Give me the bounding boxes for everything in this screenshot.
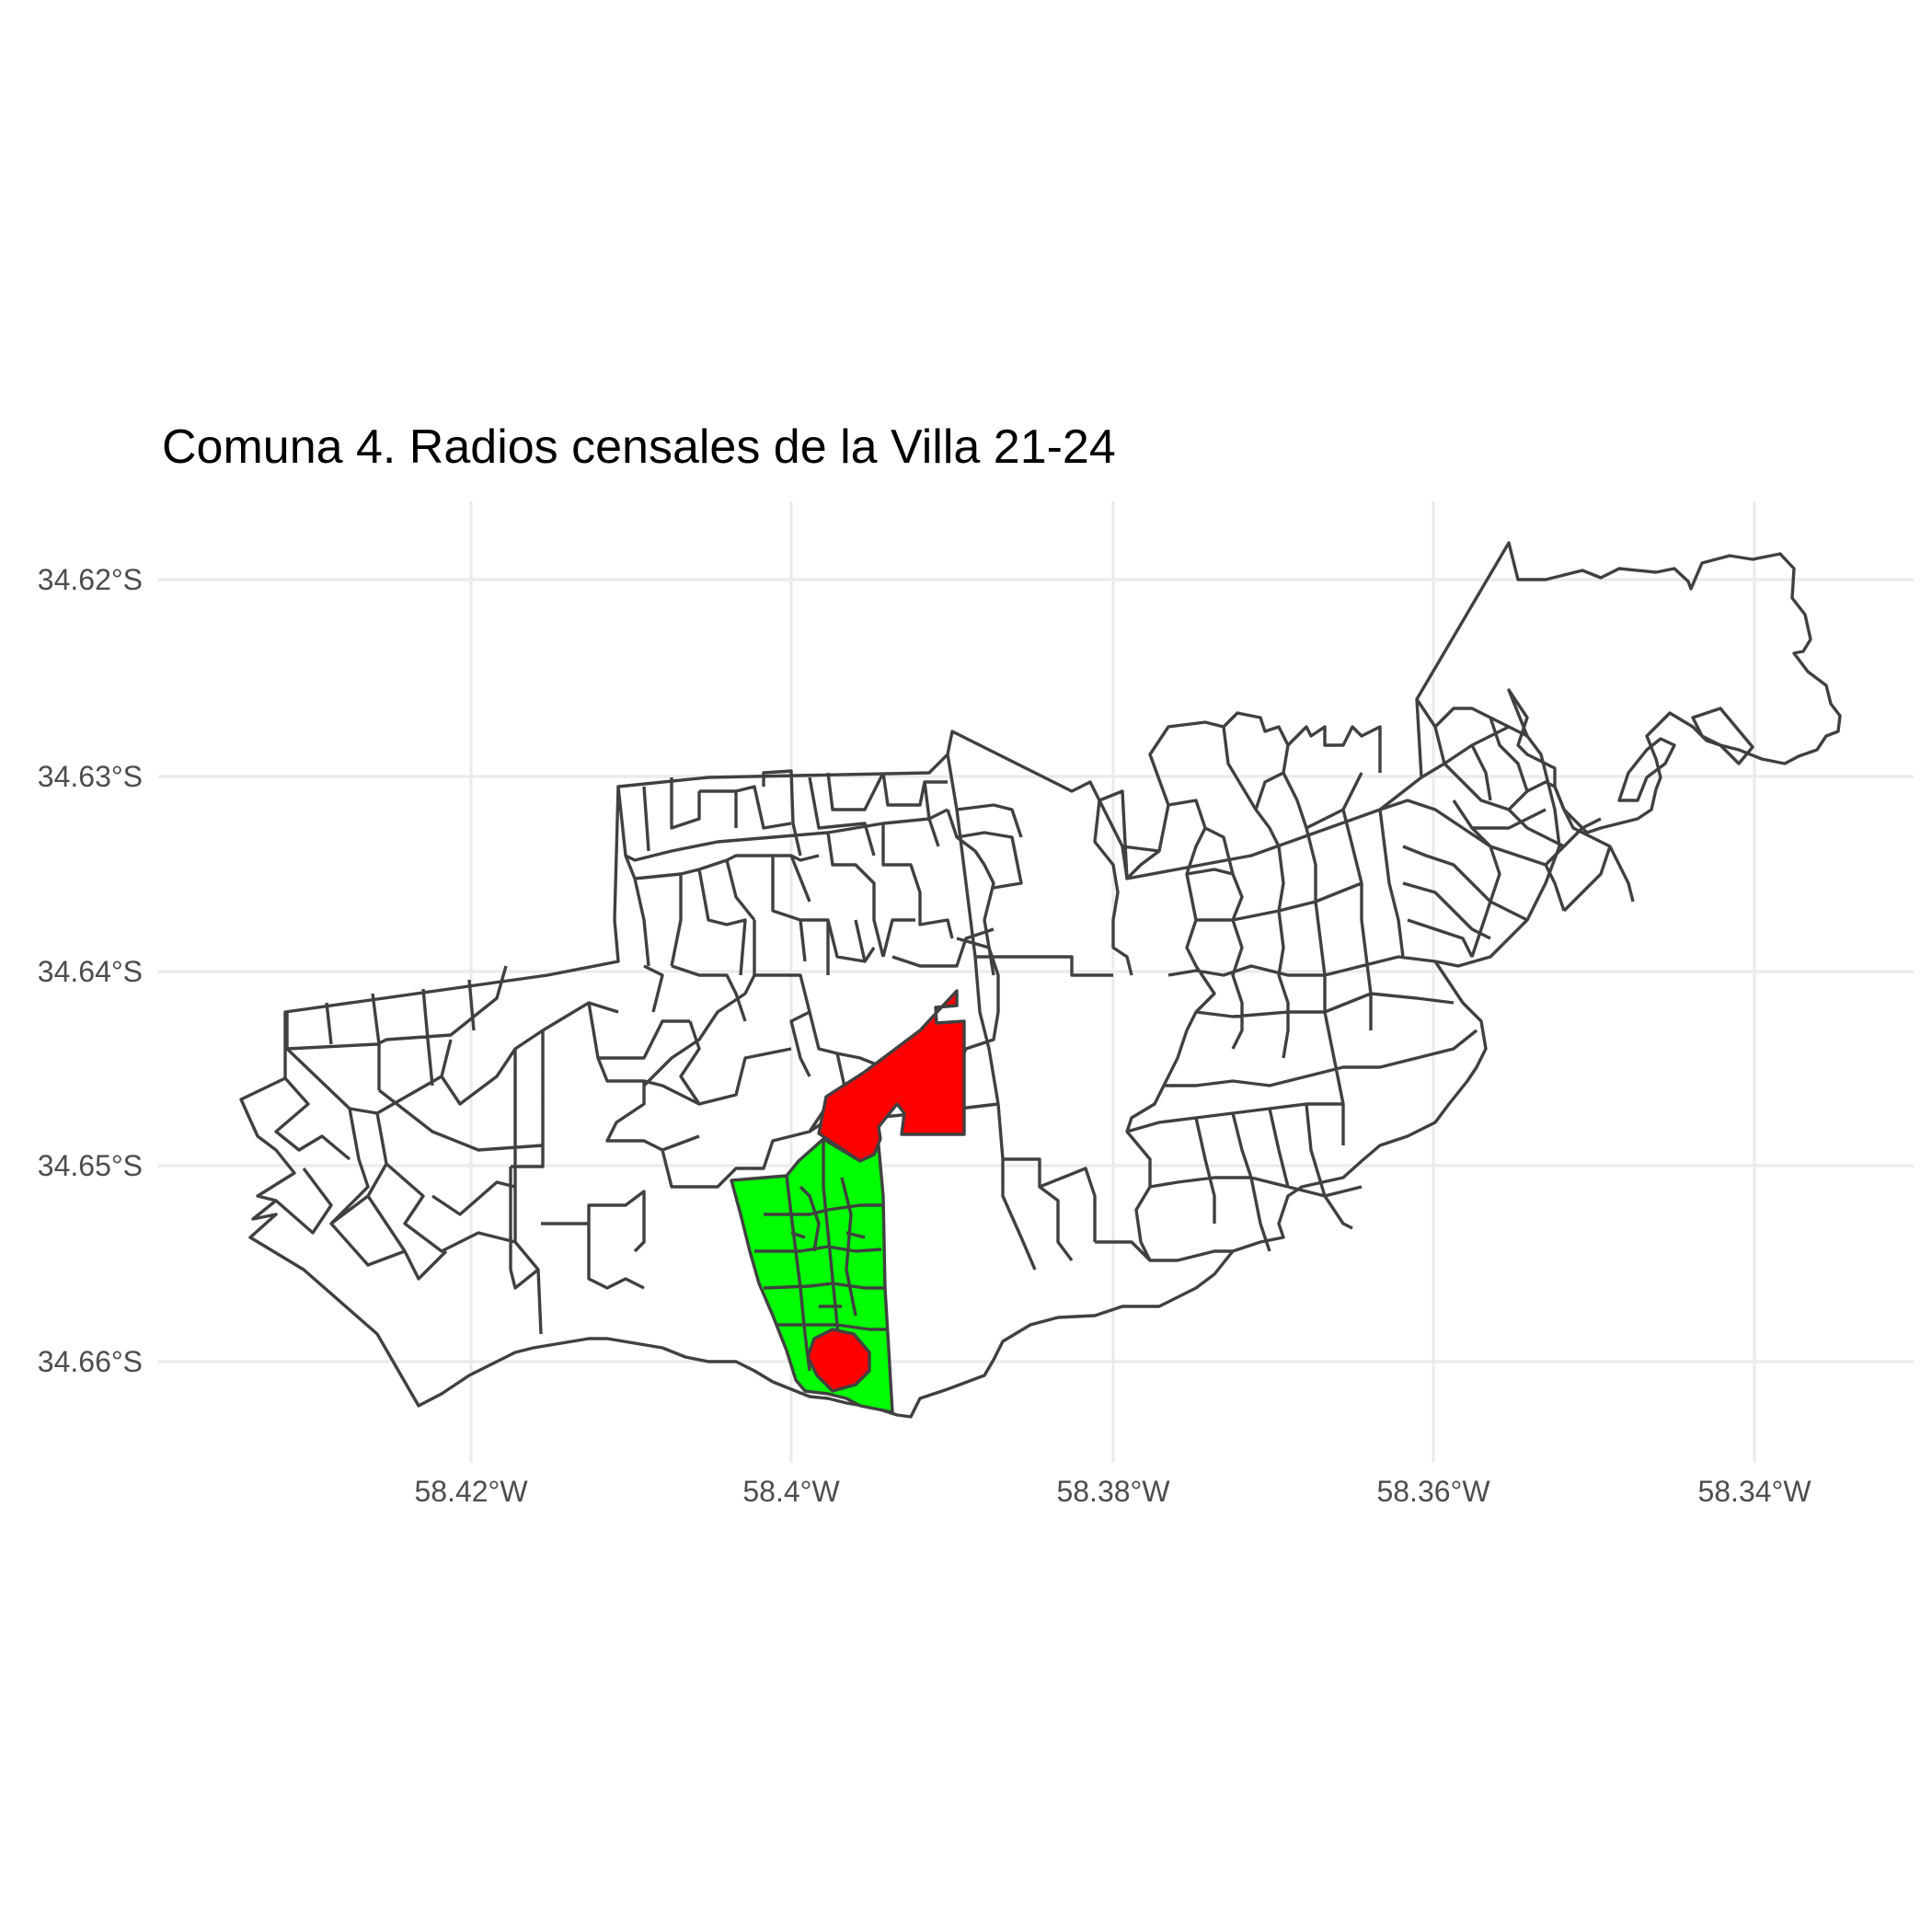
tract-lines-northeast bbox=[1379, 698, 1635, 958]
comuna-outline bbox=[239, 541, 1842, 1419]
y-tick-label: 34.65°S bbox=[38, 1149, 143, 1182]
y-tick-label: 34.63°S bbox=[38, 760, 143, 793]
port-area bbox=[1617, 737, 1676, 802]
y-tick-label: 34.64°S bbox=[38, 955, 143, 988]
map-title: Comuna 4. Radios censales de la Villa 21… bbox=[162, 420, 1116, 474]
gridlines bbox=[158, 501, 1914, 1463]
tract-lines-east bbox=[1093, 711, 1478, 1262]
x-axis: 58.42°W 58.4°W 58.38°W 58.36°W 58.34°W bbox=[414, 1475, 1811, 1508]
x-tick-label: 58.36°W bbox=[1376, 1475, 1490, 1508]
y-axis: 34.62°S 34.63°S 34.64°S 34.65°S 34.66°S bbox=[38, 563, 143, 1378]
census-tracts bbox=[239, 541, 1842, 1419]
villa-tract-red-north bbox=[817, 989, 966, 1163]
tract-lines-north-central bbox=[587, 769, 1023, 1189]
port-dock bbox=[1691, 707, 1754, 765]
y-tick-label: 34.66°S bbox=[38, 1345, 143, 1378]
tract-lines-west bbox=[274, 965, 646, 1335]
y-tick-label: 34.62°S bbox=[38, 563, 143, 596]
x-tick-label: 58.42°W bbox=[414, 1475, 528, 1508]
x-tick-label: 58.4°W bbox=[742, 1475, 840, 1508]
x-tick-label: 58.38°W bbox=[1056, 1475, 1170, 1508]
villa-internal-lines bbox=[754, 1139, 886, 1372]
villa-tract-red-south bbox=[806, 1328, 871, 1393]
villa-21-24 bbox=[730, 989, 966, 1414]
x-tick-label: 58.34°W bbox=[1697, 1475, 1811, 1508]
